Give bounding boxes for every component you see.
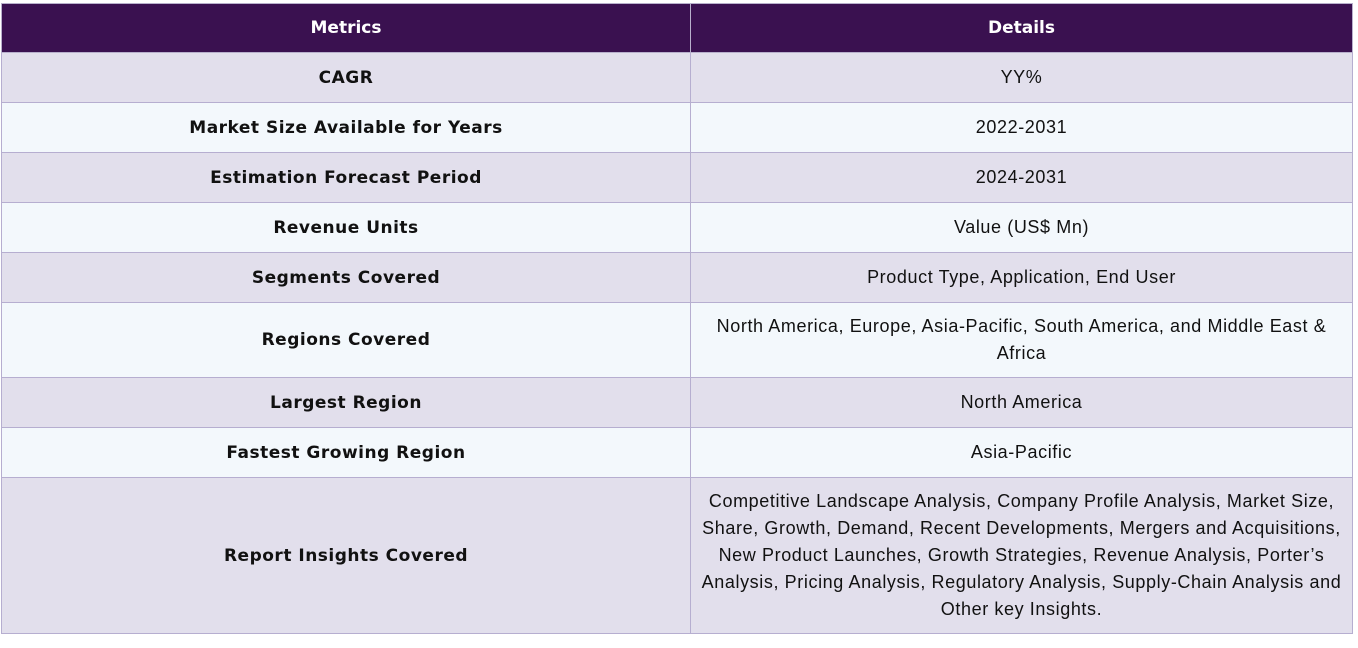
metric-label: Segments Covered <box>1 252 691 303</box>
table-row: CAGR YY% <box>1 52 1353 103</box>
table-row: Report Insights Covered Competitive Land… <box>1 477 1353 634</box>
metric-label: Revenue Units <box>1 202 691 253</box>
metric-label: Fastest Growing Region <box>1 427 691 478</box>
metric-detail: Asia-Pacific <box>690 427 1353 478</box>
metric-label: Report Insights Covered <box>1 477 691 634</box>
metric-detail: Value (US$ Mn) <box>690 202 1353 253</box>
metrics-table: Metrics Details CAGR YY% Market Size Ava… <box>1 3 1353 634</box>
metrics-table-container: Metrics Details CAGR YY% Market Size Ava… <box>1 3 1353 634</box>
metric-detail: North America <box>690 377 1353 428</box>
header-metrics: Metrics <box>1 3 691 53</box>
metric-detail: Competitive Landscape Analysis, Company … <box>690 477 1353 634</box>
metric-detail: YY% <box>690 52 1353 103</box>
metric-detail: 2022-2031 <box>690 102 1353 153</box>
table-row: Estimation Forecast Period 2024-2031 <box>1 152 1353 203</box>
metric-label: Largest Region <box>1 377 691 428</box>
metric-detail: North America, Europe, Asia-Pacific, Sou… <box>690 302 1353 378</box>
header-details: Details <box>690 3 1353 53</box>
table-row: Segments Covered Product Type, Applicati… <box>1 252 1353 303</box>
table-header-row: Metrics Details <box>1 3 1353 53</box>
metric-label: CAGR <box>1 52 691 103</box>
table-row: Largest Region North America <box>1 377 1353 428</box>
table-row: Fastest Growing Region Asia-Pacific <box>1 427 1353 478</box>
metric-label: Regions Covered <box>1 302 691 378</box>
table-row: Revenue Units Value (US$ Mn) <box>1 202 1353 253</box>
metric-detail: Product Type, Application, End User <box>690 252 1353 303</box>
metric-label: Estimation Forecast Period <box>1 152 691 203</box>
metric-label: Market Size Available for Years <box>1 102 691 153</box>
table-row: Regions Covered North America, Europe, A… <box>1 302 1353 378</box>
metric-detail: 2024-2031 <box>690 152 1353 203</box>
table-row: Market Size Available for Years 2022-203… <box>1 102 1353 153</box>
